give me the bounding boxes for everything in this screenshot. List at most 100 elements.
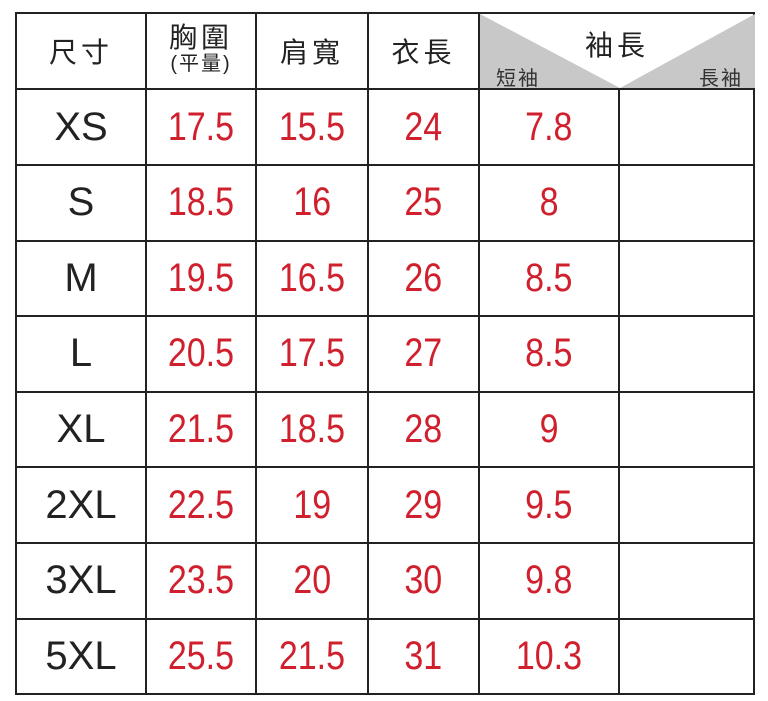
cell-shoulder: 19 — [257, 468, 369, 544]
cell-size: L — [17, 316, 147, 393]
length-value: 29 — [404, 482, 443, 527]
length-value: 28 — [404, 406, 443, 451]
size-value: 5XL — [45, 634, 117, 679]
size-value: L — [69, 331, 93, 376]
chest-value: 21.5 — [167, 406, 235, 451]
shoulder-value: 20 — [293, 558, 331, 603]
sleeve-header-shading — [480, 14, 755, 88]
header-length-label: 衣長 — [391, 37, 456, 68]
header-size: 尺寸 — [17, 14, 147, 90]
shoulder-value: 21.5 — [278, 634, 346, 679]
size-value: S — [67, 180, 95, 225]
cell-size: 3XL — [17, 543, 147, 620]
length-value: 27 — [404, 331, 443, 376]
length-value: 26 — [404, 255, 443, 300]
cell-chest: 23.5 — [147, 543, 257, 620]
header-chest-label: 胸圍 — [168, 22, 233, 53]
cell-shoulder: 20 — [257, 543, 369, 620]
chest-value: 23.5 — [167, 558, 235, 603]
length-value: 25 — [404, 180, 443, 225]
size-value: XS — [54, 104, 108, 149]
header-long-sleeve: 長袖 — [699, 68, 743, 90]
size-value: M — [64, 255, 98, 300]
cell-size: M — [17, 241, 147, 318]
cell-size: XS — [17, 90, 147, 166]
short-value: 8.5 — [525, 331, 573, 376]
chest-value: 25.5 — [167, 634, 235, 679]
short-value: 10.3 — [515, 634, 583, 679]
cell-shoulder: 16.5 — [257, 241, 369, 318]
short-value: 7.8 — [525, 104, 573, 149]
cell-short: 9 — [480, 392, 620, 469]
cell-size: XL — [17, 392, 147, 469]
cell-long — [620, 166, 755, 242]
size-value: XL — [56, 406, 106, 451]
cell-chest: 22.5 — [147, 468, 257, 544]
cell-shoulder: 15.5 — [257, 90, 369, 166]
short-value: 8 — [539, 180, 559, 225]
cell-length: 25 — [369, 165, 480, 242]
length-value: 24 — [404, 104, 443, 149]
size-value: 2XL — [45, 482, 117, 527]
shoulder-value: 16.5 — [278, 255, 346, 300]
header-length: 衣長 — [369, 14, 480, 90]
shoulder-value: 16 — [293, 180, 331, 225]
chest-value: 18.5 — [167, 180, 235, 225]
cell-length: 26 — [369, 241, 480, 318]
cell-chest: 17.5 — [147, 90, 257, 166]
cell-length: 31 — [369, 619, 480, 695]
shoulder-value: 15.5 — [278, 104, 346, 149]
cell-short: 9.5 — [480, 468, 620, 544]
cell-size: S — [17, 165, 147, 242]
short-value: 8.5 — [525, 255, 573, 300]
length-value: 30 — [404, 558, 443, 603]
header-chest-note: (平量) — [170, 53, 232, 75]
cell-shoulder: 16 — [257, 165, 369, 242]
cell-length: 29 — [369, 468, 480, 544]
cell-long — [620, 468, 755, 544]
shoulder-value: 18.5 — [278, 406, 346, 451]
header-size-label: 尺寸 — [48, 37, 113, 68]
cell-length: 30 — [369, 543, 480, 620]
cell-short: 7.8 — [480, 90, 620, 166]
header-shoulder-label: 肩寬 — [279, 37, 344, 68]
chest-value: 22.5 — [167, 482, 235, 527]
cell-shoulder: 21.5 — [257, 619, 369, 695]
size-chart-table: 尺寸 胸圍 (平量) 肩寬 衣長 袖長 短袖 長袖 XS 17.5 15.5 24 7.… — [15, 12, 755, 695]
cell-short: 9.8 — [480, 543, 620, 620]
cell-shoulder: 17.5 — [257, 316, 369, 393]
length-value: 31 — [404, 634, 443, 679]
cell-chest: 21.5 — [147, 392, 257, 469]
cell-length: 28 — [369, 392, 480, 469]
cell-chest: 19.5 — [147, 241, 257, 318]
cell-short: 10.3 — [480, 619, 620, 695]
header-sleeve-label: 袖長 — [585, 30, 650, 61]
shoulder-value: 19 — [293, 482, 331, 527]
cell-long — [620, 619, 755, 694]
cell-long — [620, 90, 755, 166]
cell-shoulder: 18.5 — [257, 392, 369, 469]
cell-long — [620, 392, 755, 469]
short-value: 9 — [539, 406, 559, 451]
cell-short: 8.5 — [480, 241, 620, 318]
cell-long — [620, 544, 755, 620]
shoulder-value: 17.5 — [278, 331, 346, 376]
short-value: 9.5 — [525, 482, 573, 527]
chest-value: 20.5 — [167, 331, 235, 376]
cell-long — [620, 241, 755, 318]
header-sleeve: 袖長 短袖 長袖 — [480, 14, 755, 90]
header-chest: 胸圍 (平量) — [147, 14, 257, 90]
cell-length: 24 — [369, 90, 480, 166]
cell-chest: 18.5 — [147, 165, 257, 242]
chest-value: 19.5 — [167, 255, 235, 300]
chest-value: 17.5 — [167, 104, 235, 149]
cell-chest: 20.5 — [147, 316, 257, 393]
size-value: 3XL — [45, 558, 117, 603]
cell-size: 2XL — [17, 468, 147, 544]
header-short-sleeve: 短袖 — [496, 68, 540, 90]
cell-short: 8 — [480, 165, 620, 242]
cell-long — [620, 317, 755, 393]
cell-size: 5XL — [17, 619, 147, 695]
cell-chest: 25.5 — [147, 619, 257, 695]
header-shoulder: 肩寬 — [257, 14, 369, 90]
